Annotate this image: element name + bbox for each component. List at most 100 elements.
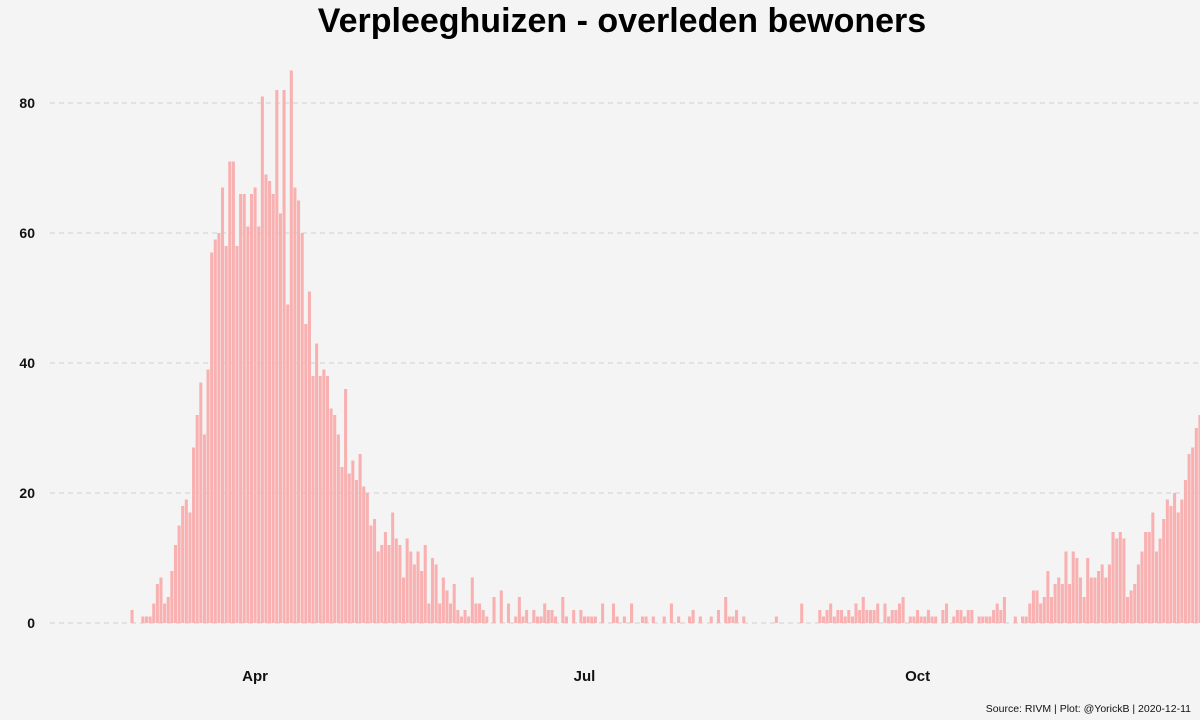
bar [351, 460, 355, 623]
bar [394, 538, 398, 623]
bar [260, 96, 264, 623]
bar [970, 610, 974, 623]
bar [430, 558, 435, 623]
bar [449, 603, 453, 623]
bar [525, 610, 529, 623]
bar [825, 610, 829, 623]
bar [1198, 415, 1200, 623]
bar [590, 616, 594, 623]
bar [434, 564, 438, 623]
bar [1082, 597, 1086, 623]
bar [535, 616, 539, 623]
bar [297, 200, 301, 623]
bar [865, 610, 869, 623]
bar [615, 616, 619, 623]
bar [861, 597, 865, 623]
bar [897, 603, 901, 623]
bar [995, 603, 999, 623]
bar [148, 616, 152, 623]
bar [883, 603, 887, 623]
bar [275, 90, 279, 623]
bar [420, 571, 424, 623]
bar [955, 610, 959, 623]
bar [966, 610, 970, 623]
y-tick-label: 40 [19, 355, 35, 371]
bar [1176, 512, 1180, 623]
bar [470, 577, 474, 623]
bar [687, 616, 692, 623]
bar [412, 564, 416, 623]
bar [438, 603, 442, 623]
bar [572, 610, 576, 623]
bar [1021, 616, 1025, 623]
bar [1111, 532, 1115, 623]
bar [908, 616, 912, 623]
bar [586, 616, 590, 623]
bar [1002, 597, 1006, 623]
bar [919, 616, 923, 623]
bar [347, 473, 351, 623]
source-caption: Source: RIVM | Plot: @YorickB | 2020-12-… [986, 703, 1191, 715]
bar [365, 493, 369, 623]
bar [988, 616, 992, 623]
bar [1028, 603, 1032, 623]
bar [177, 525, 181, 623]
bar [380, 545, 384, 623]
bar [1035, 590, 1039, 623]
bar [1165, 499, 1169, 623]
bar [474, 603, 478, 623]
bars [130, 70, 1200, 623]
bar [344, 389, 348, 623]
bar [373, 519, 377, 623]
bar [1049, 597, 1054, 623]
bar [333, 415, 337, 623]
bar [358, 454, 362, 623]
bar [546, 610, 550, 623]
bar [858, 610, 862, 623]
bar [217, 233, 221, 623]
bar [959, 610, 963, 623]
bar [268, 181, 272, 623]
bar [402, 577, 406, 623]
bar [463, 610, 467, 623]
bar [735, 610, 739, 623]
bar [224, 246, 228, 623]
bar [163, 603, 167, 623]
bar [231, 161, 235, 623]
bar [901, 597, 905, 623]
bar [485, 616, 489, 623]
bar [264, 174, 268, 623]
bar [195, 415, 199, 623]
bar [984, 616, 988, 623]
bar [1057, 577, 1061, 623]
bar [916, 610, 920, 623]
bar [257, 226, 261, 623]
bar [1118, 532, 1122, 623]
bar [456, 610, 460, 623]
bar [662, 616, 666, 623]
bar [945, 603, 949, 623]
bar [742, 616, 746, 623]
bar [452, 584, 456, 623]
x-tick-label: Apr [242, 668, 268, 685]
bar [1013, 616, 1017, 623]
bar [630, 603, 634, 623]
bar [322, 369, 326, 623]
bar [1097, 571, 1101, 623]
bar [926, 610, 930, 623]
bar [894, 610, 898, 623]
bar [601, 603, 605, 623]
bar [170, 571, 174, 623]
bar [1136, 564, 1140, 623]
bar [840, 610, 844, 623]
bar [1100, 564, 1104, 623]
bar [583, 616, 587, 623]
bar [405, 538, 409, 623]
bar [184, 499, 188, 623]
bar [282, 90, 286, 623]
y-tick-label: 20 [19, 485, 35, 501]
bar [963, 616, 967, 623]
bar [213, 239, 217, 623]
bar [941, 610, 945, 623]
bar [514, 616, 518, 623]
